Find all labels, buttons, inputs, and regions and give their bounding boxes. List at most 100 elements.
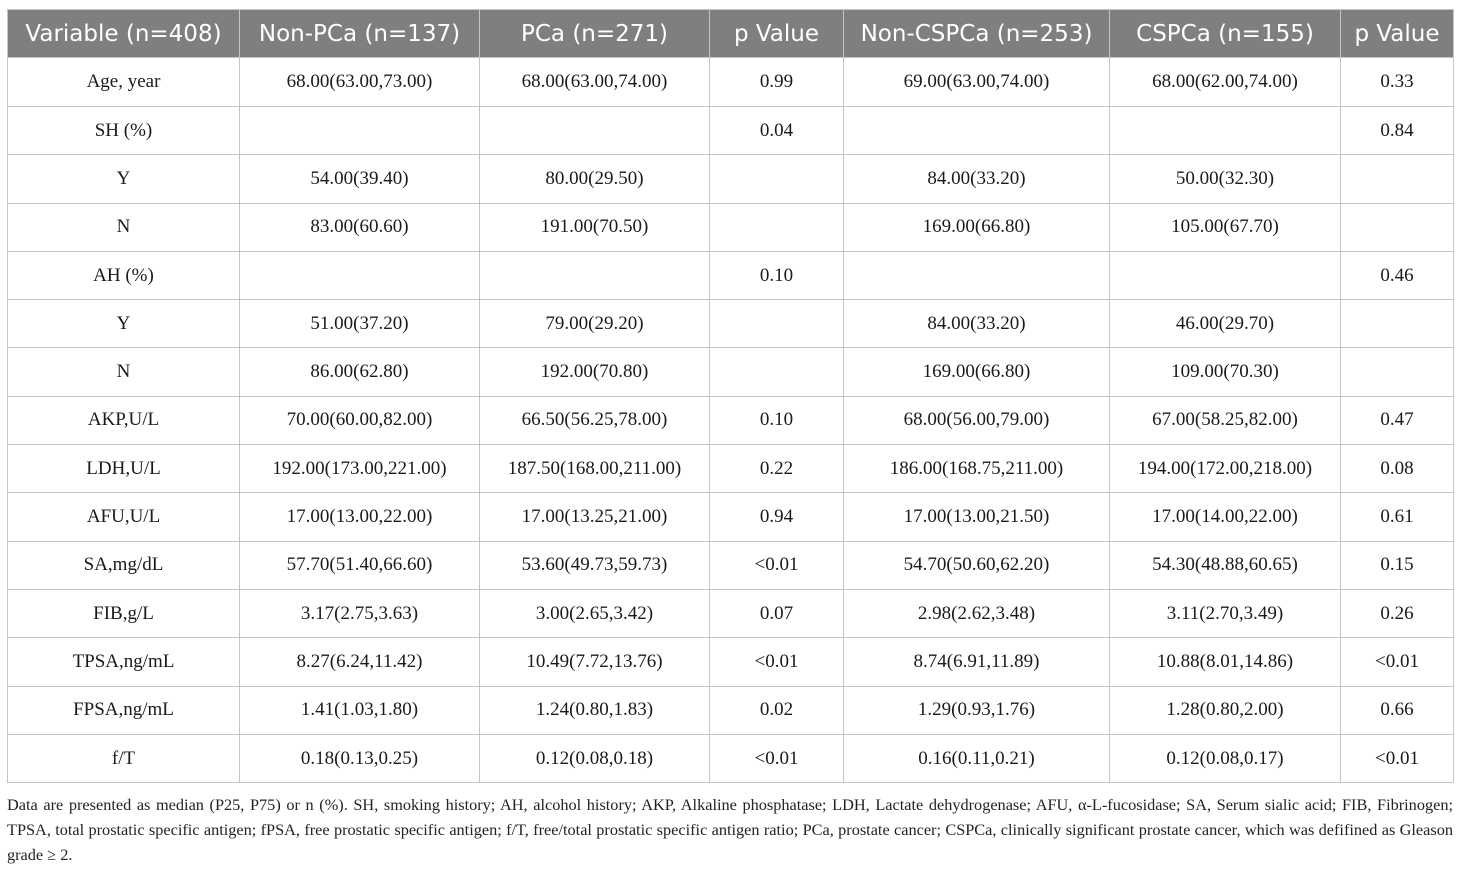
pca-cell: 79.00(29.20) [479,299,710,349]
non-pca-cell: 8.27(6.24,11.42) [239,637,480,687]
cspca-cell [1109,250,1341,301]
pca-cell: 66.50(56.25,78.00) [479,395,710,446]
p-value-1-cell [709,202,844,252]
cspca-cell: 109.00(70.30) [1109,347,1341,397]
p-value-1-cell: <0.01 [709,540,844,590]
results-table-container: Variable (n=408) Non-PCa (n=137) PCa (n=… [7,9,1454,784]
non-pca-cell: 54.00(39.40) [239,154,480,204]
non-pca-cell: 83.00(60.60) [239,202,480,252]
table-row: Age, year 68.00(63.00,73.00) 68.00(63.00,7… [7,57,1454,107]
table-row: TPSA,ng/mL 8.27(6.24,11.42) 10.49(7.72,13.… [7,637,1454,687]
non-cspca-cell: 169.00(66.80) [843,202,1110,252]
p-value-2-cell: 0.15 [1340,540,1454,590]
non-pca-cell: 70.00(60.00,82.00) [239,395,480,446]
variable-cell: Y [7,299,240,349]
header-p-value-1: p Value [709,9,844,58]
header-cspca: CSPCa (n=155) [1109,9,1341,58]
variable-cell: AKP,U/L [7,395,240,446]
non-cspca-cell: 0.16(0.11,0.21) [843,733,1110,784]
cspca-cell: 68.00(62.00,74.00) [1109,57,1341,107]
p-value-1-cell: 0.99 [709,57,844,107]
table-header-row: Variable (n=408) Non-PCa (n=137) PCa (n=… [7,9,1454,58]
p-value-2-cell: 0.84 [1340,105,1454,156]
p-value-2-cell: 0.26 [1340,588,1454,639]
non-cspca-cell: 68.00(56.00,79.00) [843,395,1110,446]
pca-cell: 53.60(49.73,59.73) [479,540,710,590]
pca-cell: 3.00(2.65,3.42) [479,588,710,639]
pca-cell: 1.24(0.80,1.83) [479,685,710,735]
p-value-1-cell: 0.07 [709,588,844,639]
cspca-cell: 67.00(58.25,82.00) [1109,395,1341,446]
non-cspca-cell: 8.74(6.91,11.89) [843,637,1110,687]
p-value-2-cell [1340,299,1454,349]
p-value-1-cell: 0.22 [709,444,844,494]
variable-cell: AH (%) [7,250,240,301]
variable-cell: FPSA,ng/mL [7,685,240,735]
p-value-1-cell [709,299,844,349]
table-row: f/T 0.18(0.13,0.25) 0.12(0.08,0.18) <0.01 0.… [7,733,1454,784]
non-cspca-cell: 54.70(50.60,62.20) [843,540,1110,590]
table-row: Y 54.00(39.40) 80.00(29.50) 84.00(33.20) 50.… [7,154,1454,204]
header-non-pca: Non-PCa (n=137) [239,9,480,58]
variable-cell: SA,mg/dL [7,540,240,590]
p-value-2-cell [1340,202,1454,252]
p-value-1-cell: 0.02 [709,685,844,735]
cspca-cell: 46.00(29.70) [1109,299,1341,349]
variable-cell: TPSA,ng/mL [7,637,240,687]
p-value-1-cell [709,347,844,397]
cspca-cell: 3.11(2.70,3.49) [1109,588,1341,639]
non-cspca-cell [843,250,1110,301]
pca-cell: 0.12(0.08,0.18) [479,733,710,784]
variable-cell: Age, year [7,57,240,107]
non-cspca-cell: 169.00(66.80) [843,347,1110,397]
p-value-1-cell: 0.10 [709,250,844,301]
table-row: LDH,U/L 192.00(173.00,221.00) 187.50(168.0… [7,444,1454,494]
table-footnote: Data are presented as median (P25, P75) … [7,795,1453,864]
cspca-cell: 54.30(48.88,60.65) [1109,540,1341,590]
table-row: FPSA,ng/mL 1.41(1.03,1.80) 1.24(0.80,1.83)… [7,685,1454,735]
non-cspca-cell: 84.00(33.20) [843,154,1110,204]
p-value-2-cell: 0.33 [1340,57,1454,107]
p-value-1-cell: 0.04 [709,105,844,156]
table-row: N 86.00(62.80) 192.00(70.80) 169.00(66.80) 1… [7,347,1454,397]
p-value-1-cell [709,154,844,204]
pca-cell: 68.00(63.00,74.00) [479,57,710,107]
p-value-1-cell: 0.94 [709,492,844,542]
cspca-cell: 1.28(0.80,2.00) [1109,685,1341,735]
cspca-cell [1109,105,1341,156]
pca-cell: 192.00(70.80) [479,347,710,397]
variable-cell: LDH,U/L [7,444,240,494]
cspca-cell: 105.00(67.70) [1109,202,1341,252]
p-value-2-cell: 0.66 [1340,685,1454,735]
p-value-2-cell: 0.46 [1340,250,1454,301]
non-cspca-cell: 186.00(168.75,211.00) [843,444,1110,494]
non-pca-cell: 86.00(62.80) [239,347,480,397]
table-row: FIB,g/L 3.17(2.75,3.63) 3.00(2.65,3.42) 0.0… [7,588,1454,639]
variable-cell: f/T [7,733,240,784]
header-pca: PCa (n=271) [479,9,710,58]
non-cspca-cell: 84.00(33.20) [843,299,1110,349]
non-pca-cell: 0.18(0.13,0.25) [239,733,480,784]
non-pca-cell: 17.00(13.00,22.00) [239,492,480,542]
pca-cell [479,250,710,301]
non-cspca-cell: 69.00(63.00,74.00) [843,57,1110,107]
non-pca-cell [239,250,480,301]
non-pca-cell: 68.00(63.00,73.00) [239,57,480,107]
non-cspca-cell: 1.29(0.93,1.76) [843,685,1110,735]
cspca-cell: 194.00(172.00,218.00) [1109,444,1341,494]
pca-cell: 80.00(29.50) [479,154,710,204]
variable-cell: FIB,g/L [7,588,240,639]
p-value-1-cell: <0.01 [709,637,844,687]
p-value-2-cell: 0.47 [1340,395,1454,446]
p-value-1-cell: 0.10 [709,395,844,446]
table-row: N 83.00(60.60) 191.00(70.50) 169.00(66.80) 1… [7,202,1454,252]
cspca-cell: 0.12(0.08,0.17) [1109,733,1341,784]
non-pca-cell: 3.17(2.75,3.63) [239,588,480,639]
p-value-2-cell [1340,154,1454,204]
p-value-2-cell [1340,347,1454,397]
cspca-cell: 50.00(32.30) [1109,154,1341,204]
table-row: SH (%) 0.04 0.84 [7,105,1454,156]
p-value-2-cell: <0.01 [1340,733,1454,784]
cspca-cell: 17.00(14.00,22.00) [1109,492,1341,542]
table-row: SA,mg/dL 57.70(51.40,66.60) 53.60(49.73,59… [7,540,1454,590]
